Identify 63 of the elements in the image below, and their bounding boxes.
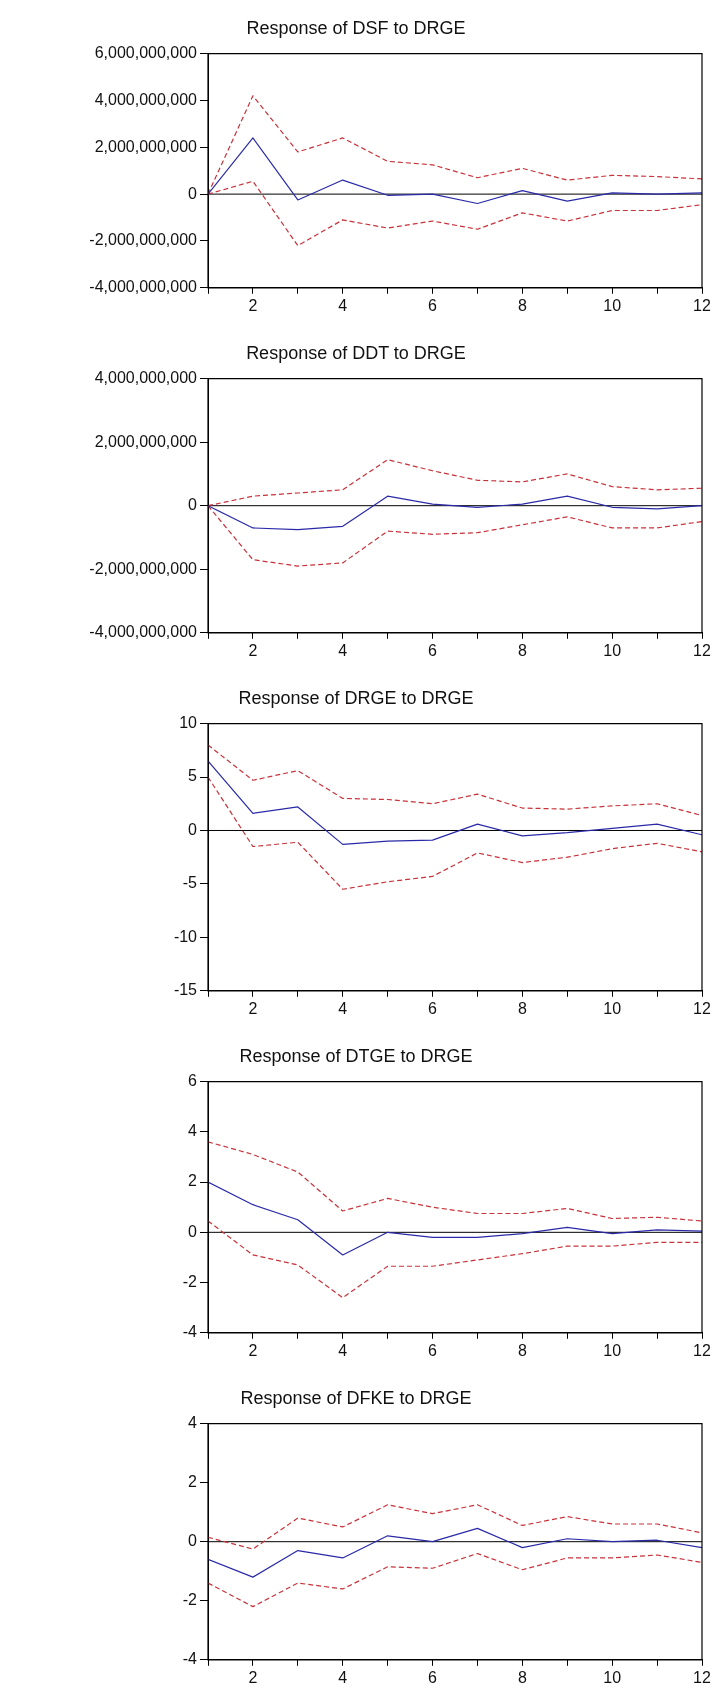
chart-title: Response of DTGE to DRGE: [239, 1045, 473, 1066]
x-tick-label: 6: [428, 641, 438, 659]
x-tick-label: 12: [693, 999, 711, 1017]
y-tick-label: 4,000,000,000: [94, 369, 198, 387]
y-tick-label: 5: [188, 767, 198, 785]
y-tick-label: -2: [182, 1272, 198, 1290]
x-tick-label: 12: [693, 641, 711, 659]
x-tick-label: 8: [517, 641, 527, 659]
y-tick-label: 2,000,000,000: [94, 137, 198, 155]
x-tick-label: 4: [338, 641, 348, 659]
x-tick-label: 10: [603, 296, 622, 314]
x-tick-label: 12: [693, 296, 711, 314]
x-tick-label: 6: [428, 1341, 438, 1359]
y-tick-label: 2,000,000,000: [94, 432, 198, 450]
x-tick-label: 2: [248, 999, 258, 1017]
x-tick-label: 8: [517, 999, 527, 1017]
y-tick-label: -2: [182, 1591, 198, 1609]
x-tick-label: 10: [603, 1668, 622, 1686]
x-tick-label: 6: [428, 1668, 438, 1686]
y-tick-label: 0: [188, 496, 198, 514]
x-tick-label: 4: [338, 296, 348, 314]
y-tick-label: 4: [188, 1122, 198, 1140]
x-tick-label: 6: [428, 999, 438, 1017]
chart-title: Response of DFKE to DRGE: [240, 1387, 472, 1408]
x-tick-label: 10: [603, 999, 622, 1017]
x-tick-label: 8: [517, 1668, 527, 1686]
y-tick-label: -2,000,000,000: [89, 231, 198, 249]
x-tick-label: 8: [517, 1341, 527, 1359]
x-tick-label: 6: [428, 296, 438, 314]
x-tick-label: 8: [517, 296, 527, 314]
y-tick-label: -2,000,000,000: [89, 559, 198, 577]
x-tick-label: 10: [603, 641, 622, 659]
y-tick-label: 0: [188, 184, 198, 202]
y-tick-label: 2: [188, 1172, 198, 1190]
y-tick-label: 6,000,000,000: [94, 44, 198, 62]
chart-title: Response of DSF to DRGE: [246, 17, 466, 38]
y-tick-label: 4,000,000,000: [94, 90, 198, 108]
y-tick-label: -4,000,000,000: [89, 278, 198, 296]
y-tick-label: -4: [182, 1323, 198, 1341]
chart-title: Response of DDT to DRGE: [246, 342, 466, 363]
x-tick-label: 4: [338, 999, 348, 1017]
y-tick-label: 2: [188, 1473, 198, 1491]
y-tick-label: -15: [173, 981, 198, 999]
y-tick-label: 6: [188, 1072, 198, 1090]
y-tick-label: 10: [179, 714, 198, 732]
x-tick-label: 4: [338, 1341, 348, 1359]
x-tick-label: 2: [248, 296, 258, 314]
x-tick-label: 10: [603, 1341, 622, 1359]
x-tick-label: 2: [248, 1668, 258, 1686]
y-tick-label: 0: [188, 1222, 198, 1240]
y-tick-label: 0: [188, 1532, 198, 1550]
x-tick-label: 4: [338, 1668, 348, 1686]
x-tick-label: 12: [693, 1341, 711, 1359]
x-tick-label: 2: [248, 641, 258, 659]
chart-title: Response of DRGE to DRGE: [238, 687, 474, 708]
x-tick-label: 12: [693, 1668, 711, 1686]
x-tick-label: 2: [248, 1341, 258, 1359]
y-tick-label: -4,000,000,000: [89, 623, 198, 641]
y-tick-label: 0: [188, 820, 198, 838]
y-tick-label: -4: [182, 1650, 198, 1668]
y-tick-label: -10: [173, 927, 198, 945]
y-tick-label: -5: [182, 874, 198, 892]
y-tick-label: 4: [188, 1414, 198, 1432]
